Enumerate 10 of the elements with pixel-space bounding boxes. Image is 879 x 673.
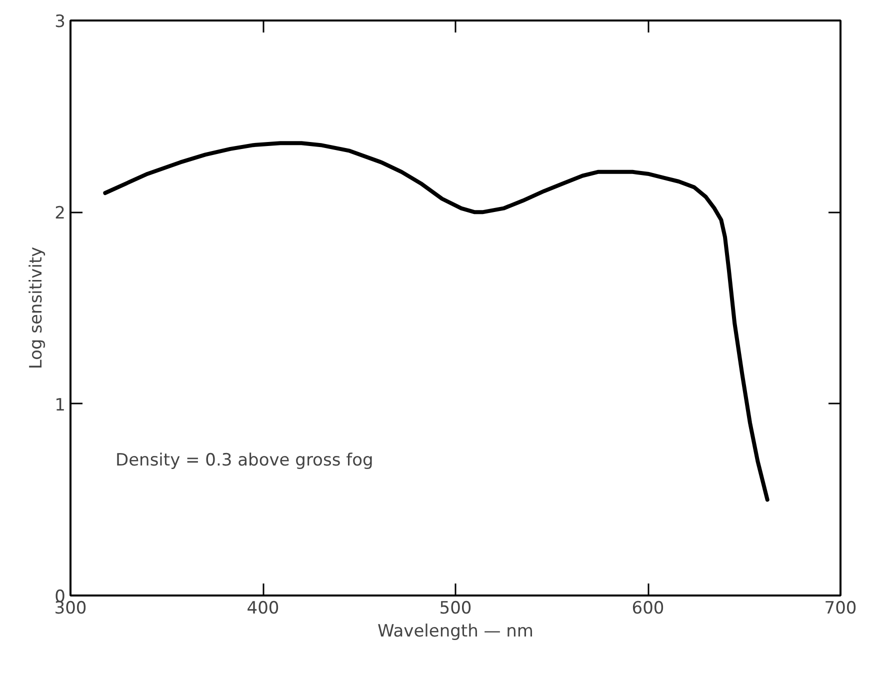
y-tick-label: 2	[54, 204, 66, 224]
annotation: Density = 0.3 above gross fog	[116, 450, 374, 470]
x-tick-label: 500	[439, 598, 472, 618]
x-tick-label: 600	[632, 598, 664, 618]
y-tick-label: 3	[54, 12, 66, 32]
x-tick-label: 700	[824, 598, 857, 618]
y-axis-title: Log sensitivity	[26, 246, 47, 370]
y-tick-label: 1	[54, 395, 66, 416]
x-axis-title: Wavelength — nm	[378, 622, 534, 642]
x-tick-label: 400	[246, 598, 280, 618]
